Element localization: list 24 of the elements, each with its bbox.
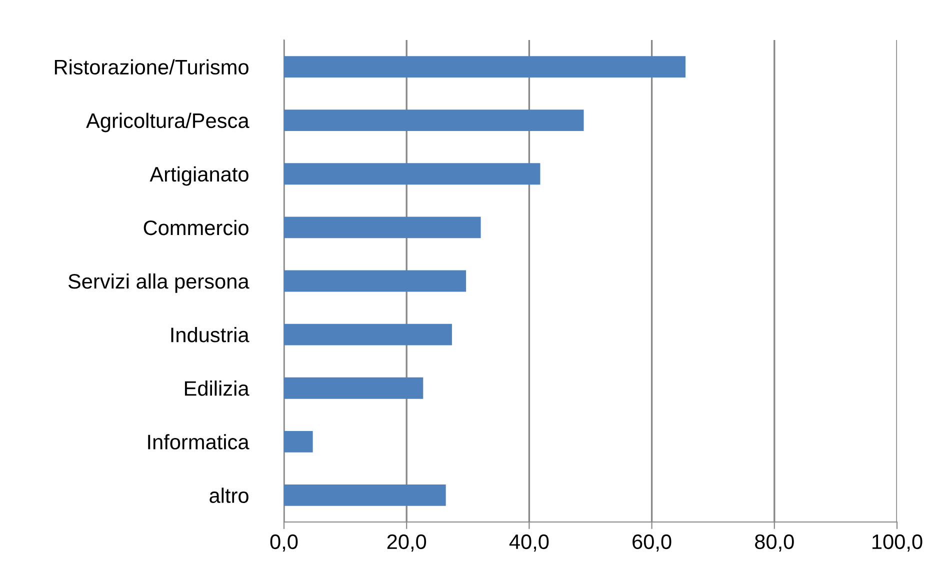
y-tick-label: Artigianato	[150, 166, 248, 186]
y-tick-label: altro	[210, 488, 248, 503]
bar	[284, 270, 466, 292]
x-tick-label: 20,0	[387, 534, 426, 552]
bar	[284, 377, 424, 399]
y-tick-label: Ristorazione/Turismo	[54, 59, 248, 75]
bar	[284, 216, 481, 238]
y-tick-label: Commercio	[144, 220, 248, 236]
x-tick-label: 40,0	[509, 534, 549, 552]
x-tick-label: 0,0	[270, 534, 298, 552]
x-tick-label: 100,0	[872, 534, 922, 552]
y-tick-label: Edilizia	[184, 380, 250, 396]
x-tick-label: 80,0	[755, 534, 794, 552]
bar	[284, 324, 452, 346]
y-tick-label: Servizi alla persona	[68, 273, 250, 293]
y-tick-label: Informatica	[148, 434, 250, 450]
bar	[284, 163, 540, 185]
bar	[284, 56, 686, 78]
bar	[284, 110, 584, 132]
x-tick-label: 60,0	[632, 534, 672, 552]
bar	[284, 484, 446, 506]
y-tick-label: Agricoltura/Pesca	[86, 112, 250, 132]
y-tick-label: Industria	[171, 327, 250, 342]
bar	[284, 430, 313, 452]
